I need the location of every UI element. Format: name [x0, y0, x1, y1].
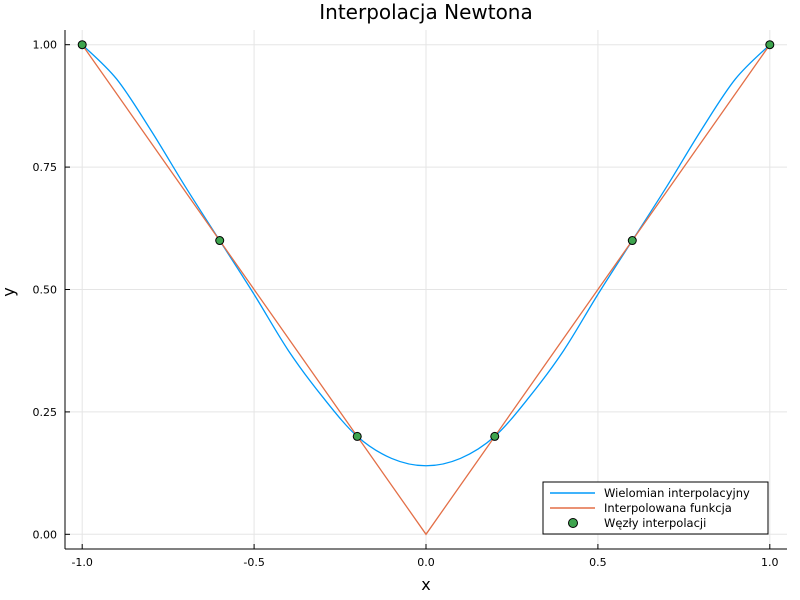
axes: -1.0 -0.5 0.0 0.5 1.0 0.00 0.25 0.50 0.75 1.00 [33, 30, 787, 569]
y-tick-label: 0.25 [33, 406, 58, 419]
grid [65, 30, 787, 549]
y-tick-label: 0.50 [33, 284, 58, 297]
chart-title: Interpolacja Newtona [319, 0, 533, 24]
series-line-1 [81, 44, 771, 536]
x-axis-label: x [421, 575, 430, 594]
node-point [627, 236, 637, 246]
legend-label: Interpolowana funkcja [604, 501, 732, 515]
legend-swatch [568, 518, 578, 528]
y-tick-label: 1.00 [33, 39, 58, 52]
series-layer [77, 40, 775, 536]
y-tick-label: 0.00 [33, 528, 58, 541]
legend-label: Węzły interpolacji [604, 516, 706, 530]
node-point [352, 431, 362, 441]
legend-label: Wielomian interpolacyjny [604, 486, 750, 500]
y-tick-label: 0.75 [33, 161, 58, 174]
x-tick-label: -1.0 [71, 556, 92, 569]
node-point [215, 236, 225, 246]
node-point [765, 40, 775, 50]
y-axis-label: y [0, 287, 18, 296]
node-point [490, 431, 500, 441]
node-point [77, 40, 87, 50]
x-tick-label: 0.5 [589, 556, 607, 569]
x-tick-label: -0.5 [243, 556, 264, 569]
x-tick-label: 0.0 [417, 556, 435, 569]
x-tick-label: 1.0 [761, 556, 779, 569]
series-line-0 [81, 44, 771, 467]
